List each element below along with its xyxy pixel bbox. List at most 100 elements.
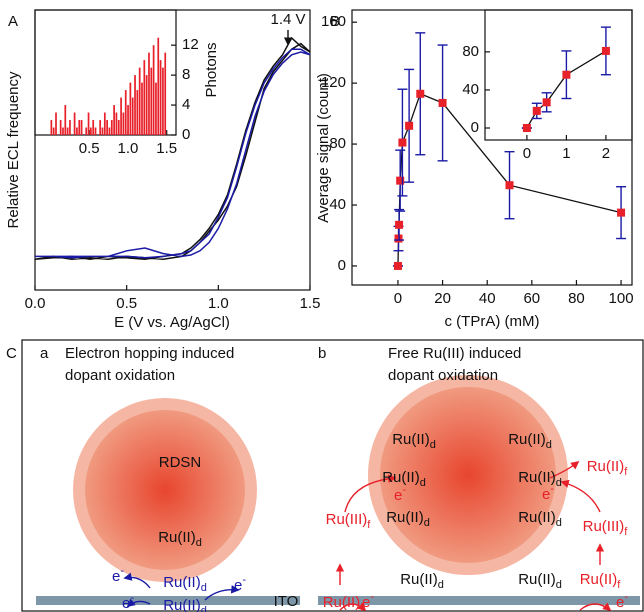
x-tick-label: 20 bbox=[434, 290, 451, 307]
y-tick-label: 80 bbox=[462, 43, 479, 60]
species-label: Ru(II)d bbox=[518, 469, 562, 489]
species-base: Ru(II) bbox=[392, 431, 430, 448]
species-superscript: - bbox=[624, 591, 628, 603]
substrate-label: ITO bbox=[274, 593, 299, 610]
species-label: Ru(II)d bbox=[392, 431, 436, 451]
histogram-bar bbox=[129, 82, 132, 135]
histogram-bar bbox=[50, 120, 53, 135]
y-tick-label: 120 bbox=[321, 74, 346, 91]
species-superscript: - bbox=[370, 591, 374, 603]
histogram-bar bbox=[52, 127, 55, 135]
histogram-bar bbox=[113, 105, 115, 135]
x-tick-label: 0 bbox=[523, 145, 531, 162]
panel-label: B bbox=[330, 13, 340, 30]
species-label: Ru(II)f bbox=[580, 571, 622, 591]
marker bbox=[522, 124, 531, 133]
species-subscript: d bbox=[420, 477, 426, 489]
species-subscript: f bbox=[367, 519, 371, 531]
histogram-bar bbox=[69, 120, 71, 135]
marker bbox=[532, 106, 541, 115]
species-subscript: d bbox=[201, 605, 207, 612]
species-superscript: - bbox=[120, 565, 124, 577]
histogram-bar bbox=[101, 127, 104, 135]
histogram-bar bbox=[157, 37, 160, 135]
panel-c-frame bbox=[21, 339, 644, 612]
histogram-bar bbox=[76, 127, 78, 135]
subpanel-label: b bbox=[318, 345, 326, 362]
subpanel-title: Electron hopping induced bbox=[65, 345, 234, 362]
species-label: e- bbox=[122, 592, 134, 612]
y-tick-label: 0 bbox=[471, 119, 479, 136]
species-subscript: d bbox=[556, 477, 562, 489]
species-label: e- bbox=[542, 483, 554, 503]
species-base: Ru(III) bbox=[583, 518, 625, 535]
species-base: Ru(II) bbox=[580, 571, 618, 588]
marker bbox=[416, 89, 425, 98]
marker bbox=[396, 176, 405, 185]
species-base: e bbox=[234, 577, 242, 594]
ito-electrode bbox=[36, 596, 300, 605]
marker bbox=[601, 46, 610, 55]
species-base: Ru(II) bbox=[323, 594, 361, 611]
histogram-bar bbox=[78, 120, 81, 135]
marker bbox=[617, 208, 626, 217]
species-superscript: - bbox=[402, 484, 406, 496]
arrow bbox=[549, 460, 580, 479]
ito-electrode bbox=[318, 596, 640, 605]
arrow bbox=[579, 602, 612, 612]
subpanel-title: dopant oxidation bbox=[388, 367, 498, 384]
histogram-bar bbox=[62, 127, 64, 135]
y-tick-label: 160 bbox=[321, 13, 346, 30]
y-tick-label: 80 bbox=[329, 135, 346, 152]
x-tick-label: 1.0 bbox=[208, 295, 229, 312]
species-base: Ru(II) bbox=[382, 469, 420, 486]
species-base: e bbox=[122, 595, 130, 612]
arrow bbox=[339, 602, 367, 612]
histogram-bar bbox=[115, 112, 118, 135]
histogram-bar bbox=[127, 105, 129, 135]
x-axis-label: c (TPrA) (mM) bbox=[445, 313, 540, 330]
species-subscript: d bbox=[546, 439, 552, 451]
histogram-bar bbox=[122, 112, 125, 135]
species-base: Ru(II) bbox=[508, 431, 546, 448]
species-label: Ru(II)d bbox=[400, 571, 444, 591]
y-tick-label: 12 bbox=[182, 36, 199, 53]
x-tick-label: 0.0 bbox=[25, 295, 46, 312]
species-base: Ru(II) bbox=[518, 469, 556, 486]
histogram-bar bbox=[55, 112, 57, 135]
species-base: Ru(II) bbox=[163, 597, 201, 612]
species-base: Ru(II) bbox=[386, 509, 424, 526]
ecl-curve bbox=[35, 48, 311, 259]
species-base: Ru(III) bbox=[326, 511, 368, 528]
arrow bbox=[344, 474, 397, 513]
species-superscript: - bbox=[550, 483, 554, 495]
histogram-bar bbox=[141, 82, 143, 135]
histogram-bar bbox=[106, 120, 108, 135]
histogram-bar bbox=[117, 120, 120, 135]
y-tick-label: 0 bbox=[182, 126, 190, 143]
marker bbox=[562, 70, 571, 79]
species-label: e- bbox=[234, 574, 246, 594]
y-tick-label: 8 bbox=[182, 66, 190, 83]
x-tick-label: 40 bbox=[479, 290, 496, 307]
species-label: Ru(II)d bbox=[518, 571, 562, 591]
particle-core bbox=[85, 410, 245, 570]
histogram-bar bbox=[134, 75, 136, 135]
histogram-bar bbox=[103, 112, 106, 135]
histogram-bar bbox=[85, 127, 88, 135]
histogram-bar bbox=[152, 45, 155, 135]
histogram-bar bbox=[120, 97, 122, 135]
histogram-bar bbox=[155, 82, 157, 135]
arrow bbox=[123, 572, 151, 589]
species-subscript: d bbox=[196, 537, 202, 549]
species-label: Ru(II)f bbox=[587, 458, 629, 478]
species-label: Ru(II)d bbox=[163, 597, 207, 612]
marker bbox=[395, 220, 404, 229]
histogram-bar bbox=[145, 75, 148, 135]
species-base: Ru(II) bbox=[587, 458, 625, 475]
y-tick-label: 0 bbox=[338, 257, 346, 274]
marker bbox=[438, 98, 447, 107]
species-subscript: d bbox=[201, 582, 207, 594]
